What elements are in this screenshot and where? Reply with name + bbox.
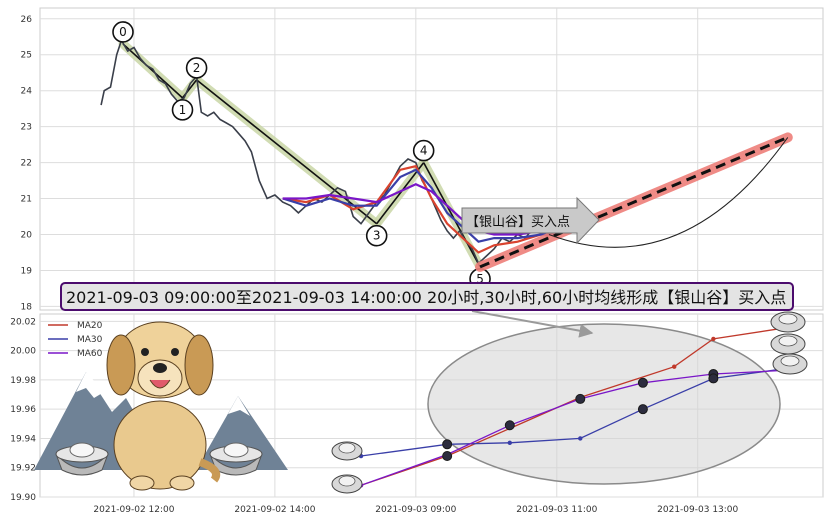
pivot-circle-4 [412,139,435,162]
ma-x-tick-label: 2021-09-03 11:00 [516,505,597,515]
pivot-label-5: 5 [476,272,484,286]
legend-label-ma20: MA20 [77,321,103,331]
ma-x-tick-label: 2021-09-02 12:00 [93,505,174,515]
price-y-tick-label: 26 [21,15,33,25]
ma-x-tick-label: 2021-09-03 13:00 [657,505,738,515]
ma-x-axis: 2021-09-02 12:00 2021-09-02 14:00 2021-09-… [93,505,738,515]
ma-intersection-markers [442,369,719,462]
silver-ingot-icon [772,353,808,375]
legend-label-ma60: MA60 [77,349,103,359]
ma-y-tick-label: 20.02 [10,317,36,327]
ma-cross-marker [442,451,453,462]
ma-point [578,436,583,441]
price-y-tick-label: 24 [21,87,33,97]
ma-y-tick-label: 19.96 [10,405,36,415]
ma-point [672,364,677,369]
price-moving-averages [282,164,557,254]
zigzag-segment [376,162,425,225]
ma-y-tick-label: 19.94 [10,434,36,444]
ma-cross-marker [708,373,719,384]
price-grid [40,8,823,310]
zoom-highlight-ellipse [427,323,781,485]
pivot-circle-0 [112,21,134,43]
price-y-tick-label: 23 [21,123,32,133]
buy-callout: 【银山谷】买入点 [461,196,600,245]
zigzag-trendlines [118,39,485,272]
mascot-illustration [34,321,288,491]
silver-ingot-icon [770,333,806,355]
pivot-circle-3 [365,224,388,247]
silver-ingot-icon [331,441,363,461]
ma-legend: MA20 MA30 MA60 [48,321,103,359]
pivot-label-1: 1 [179,103,187,117]
projection-trend [475,132,793,272]
price-y-tick-label: 19 [21,266,33,276]
price-y-tick-label: 18 [21,302,33,312]
ma-y-tick-label: 19.92 [10,464,36,474]
ma-y-tick-label: 20.00 [10,347,36,357]
pivot-label-0: 0 [119,25,127,39]
price-panel-frame [39,7,824,311]
annotation-text: 2021-09-03 09:00:00至2021-09-03 14:00:00 … [66,288,786,307]
price-y-tick-label: 25 [21,51,32,61]
price-y-tick-label: 22 [21,159,32,169]
pivot-circle-2 [185,57,208,79]
ma-cross-marker [575,393,586,404]
buy-callout-text: 【银山谷】买入点 [466,215,570,230]
ma-cross-marker [637,377,648,388]
pivot-label-2: 2 [193,61,201,75]
silver-ingot-icon [55,442,109,476]
silver-ingot-icon [770,311,806,333]
zoom-connector-arrow [471,310,594,338]
price-y-tick-label: 20 [21,231,33,241]
ma-cross-marker [442,439,453,450]
pivot-circle-1 [171,99,194,121]
projection-dashed-line [479,136,789,269]
ma-y-tick-label: 19.98 [10,376,36,386]
zigzag-segment [122,43,184,99]
pivot-label-4: 4 [420,144,428,158]
ma-x-tick-label: 2021-09-02 14:00 [234,505,315,515]
silver-ingot-icon [331,474,363,494]
price-ma-line-ma60 [282,182,557,236]
ma-y-axis: 19.90 19.92 19.94 19.96 19.98 20.00 20.02 [10,317,36,503]
ma-cross-marker [504,420,515,431]
ma-point [711,336,716,342]
ma-line-ma20 [360,325,800,486]
silver-ingot-icon [209,442,263,476]
ma-y-tick-label: 19.90 [10,493,36,503]
zigzag-segment [422,162,481,268]
ma-point [507,440,512,446]
projection-arc [548,137,789,248]
ma-x-tick-label: 2021-09-03 09:00 [375,505,456,515]
price-y-axis: 18 19 20 21 22 23 24 25 26 [21,15,33,313]
ma-cross-marker [637,404,648,415]
zigzag-segment [196,79,378,225]
pivot-label-3: 3 [373,229,381,243]
legend-label-ma30: MA30 [77,335,103,345]
annotation-banner: 2021-09-03 09:00:00至2021-09-03 14:00:00 … [60,282,794,311]
price-y-tick-label: 21 [21,195,32,205]
price-ma-line-ma30 [282,168,557,243]
silver-ingot-icons [331,311,808,494]
dog-icon [106,321,221,491]
